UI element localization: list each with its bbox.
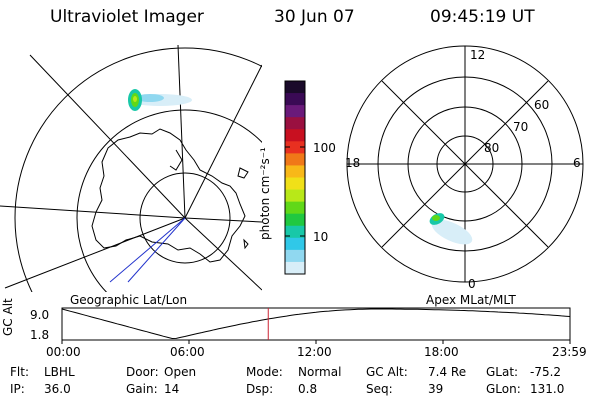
geo-meridian xyxy=(29,54,186,219)
geo-meridian xyxy=(184,64,262,219)
info-row2-key-1: Gain: xyxy=(126,382,158,396)
info-row1-key-4: GLat: xyxy=(486,365,519,379)
colorbar-segment xyxy=(285,237,305,251)
info-row1-key-1: Door: xyxy=(126,365,159,379)
info-row2-value-0: 36.0 xyxy=(44,382,71,396)
colorbar-tick-100: 100 xyxy=(313,141,336,155)
colorbar-segment xyxy=(285,129,305,142)
right-panel-caption: Apex MLat/MLT xyxy=(426,293,516,307)
info-row2-key-0: IP: xyxy=(10,382,25,396)
geo-lat-circle xyxy=(76,109,262,292)
colorbar-segment xyxy=(285,117,305,130)
colorbar-segment xyxy=(285,225,305,239)
mlt-line xyxy=(381,80,549,248)
colorbar-segment xyxy=(285,153,305,166)
mlat-label-60: 60 xyxy=(534,98,550,112)
view-line xyxy=(127,217,186,283)
colorbar-segment xyxy=(285,261,305,275)
info-row1-value-4: -75.2 xyxy=(530,365,562,379)
info-row2-value-3: 39 xyxy=(428,382,444,396)
geo-meridian xyxy=(4,217,186,289)
instrument-title: Ultraviolet Imager xyxy=(50,7,204,27)
mlt-label-0: 0 xyxy=(468,277,476,291)
geo-lat-circle xyxy=(139,172,231,264)
info-row2-value-1: 14 xyxy=(164,382,180,396)
aurora-emission-right xyxy=(429,213,473,245)
colorbar-segment xyxy=(285,93,305,106)
timeline-ylabel: GC Alt xyxy=(1,298,15,336)
info-row2-value-4: 131.0 xyxy=(530,382,565,396)
info-row2-key-4: GLon: xyxy=(486,382,521,396)
mlt-label-6: 6 xyxy=(573,156,581,170)
mlt-label-18: 18 xyxy=(345,156,361,170)
info-row2-key-3: Seq: xyxy=(366,382,393,396)
colorbar-tick-10: 10 xyxy=(313,230,329,244)
info-row1-key-0: Flt: xyxy=(10,365,29,379)
info-row1-value-2: Normal xyxy=(298,365,342,379)
mlt-label-12: 12 xyxy=(470,48,486,62)
island xyxy=(237,167,249,179)
colorbar-segment xyxy=(285,201,305,215)
timeline-tick-0600: 06:00 xyxy=(170,345,205,359)
timeline-tick-2359: 23:59 xyxy=(552,345,587,359)
colorbar-segment xyxy=(285,177,305,191)
timeline-tick-1800: 18:00 xyxy=(424,345,459,359)
timeline-tick-1200: 12:00 xyxy=(297,345,332,359)
timeline-tick-0000: 00:00 xyxy=(46,345,81,359)
geo-lat-circle xyxy=(14,47,262,292)
info-row1-value-3: 7.4 Re xyxy=(428,365,467,379)
coast-detail xyxy=(169,149,183,171)
colorbar-segment xyxy=(285,141,305,154)
left-panel-caption: Geographic Lat/Lon xyxy=(70,293,188,307)
antarctica-coastline xyxy=(91,128,246,263)
colorbar-segment xyxy=(285,189,305,203)
info-row1-value-1: Open xyxy=(164,365,197,379)
colorbar-segment xyxy=(285,165,305,178)
mlat-label-80: 80 xyxy=(484,141,500,155)
timeline-ymax: 9.0 xyxy=(30,308,50,322)
info-row1-key-2: Mode: xyxy=(246,365,283,379)
island xyxy=(243,238,249,250)
aurora-emission-left xyxy=(128,89,192,111)
geo-meridian xyxy=(177,44,186,219)
colorbar-segment xyxy=(285,213,305,227)
view-line xyxy=(109,217,186,283)
info-row2-key-2: Dsp: xyxy=(246,382,274,396)
info-row1-value-0: LBHL xyxy=(44,365,75,379)
geo-meridian xyxy=(184,217,262,291)
geo-meridian xyxy=(184,217,262,223)
colorbar-segment xyxy=(285,81,305,94)
timeline-ymin: 1.8 xyxy=(30,328,50,342)
info-row1-key-3: GC Alt: xyxy=(366,365,408,379)
geo-meridian xyxy=(0,205,186,219)
colorbar-segment xyxy=(285,249,305,263)
colorbar-segment xyxy=(285,105,305,118)
altitude-curve xyxy=(61,308,571,340)
info-row2-value-2: 0.8 xyxy=(298,382,318,396)
time-label: 09:45:19 UT xyxy=(430,7,535,27)
mlat-label-70: 70 xyxy=(513,120,529,134)
date-label: 30 Jun 07 xyxy=(274,7,355,27)
